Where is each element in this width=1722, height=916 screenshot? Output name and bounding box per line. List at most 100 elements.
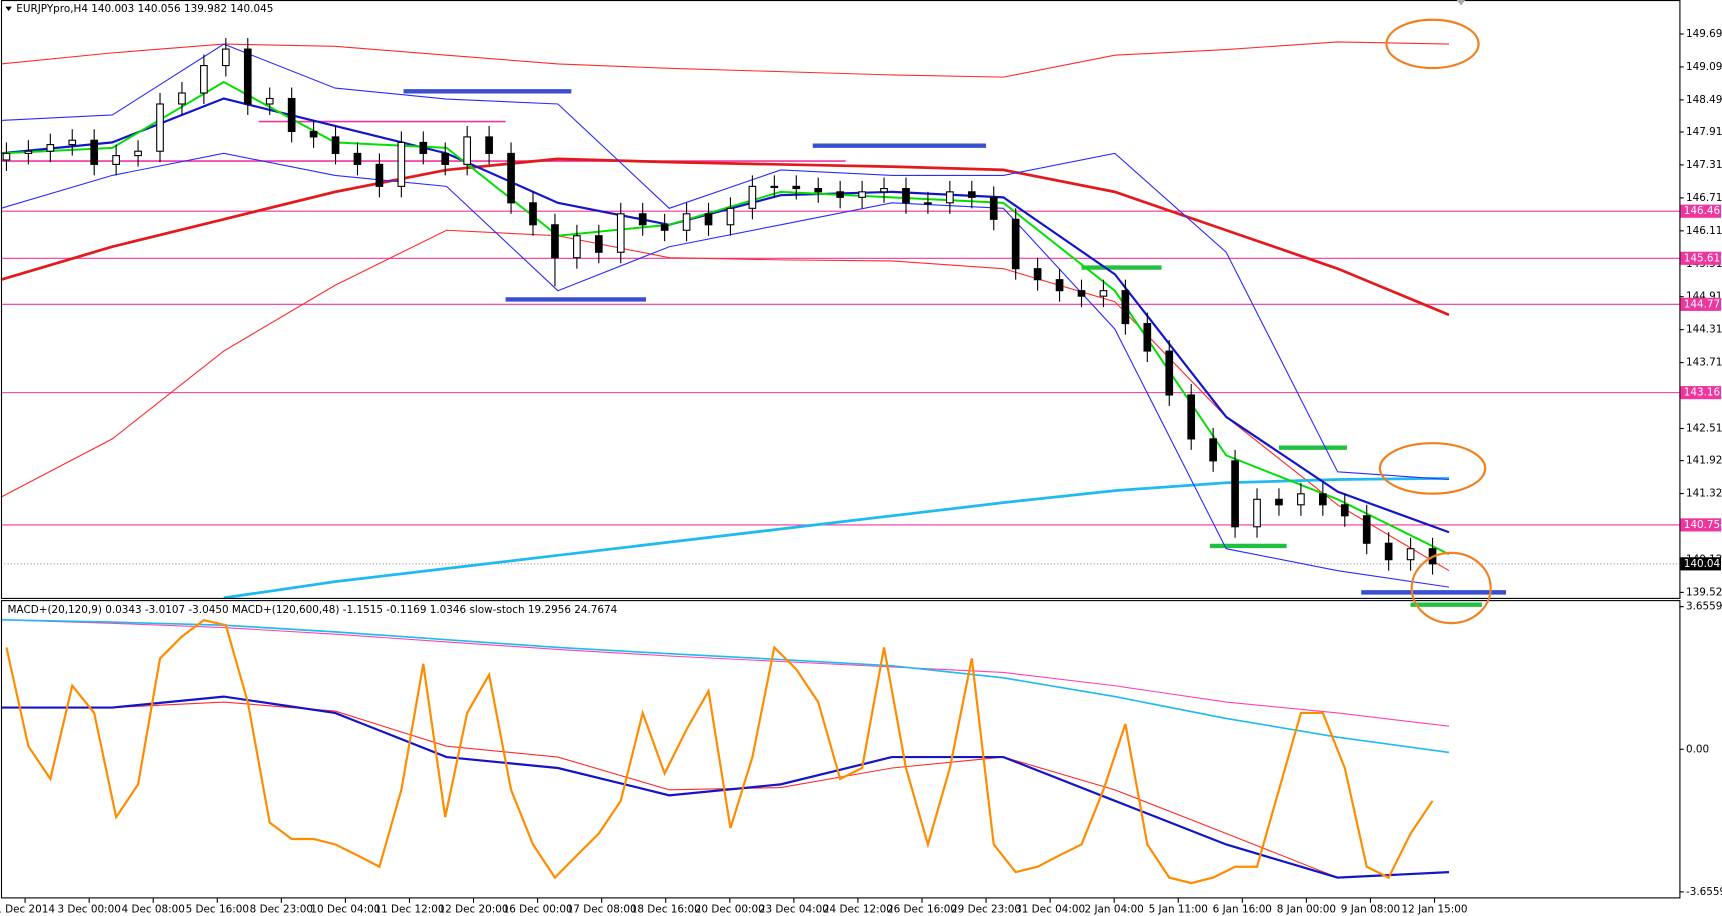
- candle-body: [46, 144, 55, 152]
- candle-body: [858, 191, 866, 198]
- y-tick-label: -3.6559: [1686, 886, 1722, 898]
- level-label: 145.610: [1684, 252, 1722, 264]
- candle-body: [1231, 460, 1239, 528]
- candle-body: [441, 152, 450, 165]
- x-tick-label: 6 Jan 16:00: [1213, 903, 1272, 915]
- y-tick-label: 144.310: [1686, 324, 1722, 336]
- annotation-ellipse: [1385, 18, 1480, 70]
- candle-body: [419, 141, 428, 154]
- candle-body: [309, 130, 318, 138]
- overlay-line: [0, 152, 1450, 588]
- candle-body: [924, 202, 932, 205]
- candle-body: [989, 196, 998, 220]
- candle-body: [836, 191, 844, 198]
- candle-body: [90, 139, 99, 165]
- x-tick-label: 1 Dec 2014: [0, 903, 55, 915]
- candle-body: [1033, 268, 1042, 281]
- x-tick-label: 16 Dec 00:00: [503, 903, 573, 915]
- candle-body: [704, 213, 713, 226]
- level-tag: [1680, 251, 1722, 265]
- candle-body: [397, 141, 406, 187]
- x-tick-label: 12 Jan 15:00: [1402, 903, 1468, 915]
- candle-body: [792, 185, 801, 190]
- candle-body: [375, 163, 384, 187]
- candle-body: [1143, 323, 1152, 352]
- y-tick-label: 142.510: [1686, 422, 1722, 434]
- menu-arrow[interactable]: [5, 6, 12, 11]
- indicator-line: [0, 619, 1450, 727]
- candle-body: [770, 185, 779, 188]
- x-tick-label: 31 Dec 04:00: [1015, 903, 1085, 915]
- candle-body: [638, 213, 647, 226]
- overlay-line: [0, 43, 1450, 481]
- x-tick-label: 12 Dec 20:00: [439, 903, 509, 915]
- indicator-header: MACD+(20,120,9) 0.0343 -3.0107 -3.0450 M…: [8, 604, 618, 616]
- x-tick-label: 11 Dec 12:00: [374, 903, 444, 915]
- candle-body: [353, 152, 362, 165]
- candle-body: [967, 191, 976, 198]
- candle-body: [551, 224, 559, 259]
- shift-marker: [1456, 0, 1466, 6]
- x-tick-label: 10 Dec 04:00: [310, 903, 380, 915]
- candle-body: [726, 207, 735, 226]
- candle-body: [573, 235, 581, 259]
- candle-body: [24, 150, 33, 154]
- candle-body: [221, 48, 230, 67]
- x-tick-label: 9 Jan 08:00: [1341, 903, 1400, 915]
- annotation-ellipse: [1410, 551, 1492, 625]
- y-tick-label: 147.310: [1686, 159, 1722, 171]
- candle-body: [902, 187, 910, 204]
- candle-body: [1011, 218, 1020, 270]
- x-tick-label: 20 Dec 00:00: [695, 903, 765, 915]
- x-tick-label: 24 Dec 12:00: [823, 903, 893, 915]
- candle-body: [485, 136, 493, 154]
- y-tick-label: 143.710: [1686, 357, 1722, 369]
- candle-body: [287, 97, 296, 132]
- candle-body: [682, 213, 691, 231]
- candle-body: [1099, 290, 1108, 297]
- y-tick-label: 139.525: [1686, 586, 1722, 598]
- annotation-ellipse: [1378, 442, 1487, 495]
- candle-body: [1275, 498, 1283, 506]
- candle-body: [1121, 290, 1130, 325]
- candle-body: [1384, 542, 1393, 561]
- candle-body: [1253, 498, 1261, 528]
- y-tick-label: 141.325: [1686, 488, 1722, 500]
- candle-body: [946, 191, 954, 204]
- candle-body: [1297, 493, 1305, 506]
- x-tick-label: 3 Dec 00:00: [57, 903, 120, 915]
- candle-body: [529, 202, 537, 226]
- candle-body: [265, 97, 274, 105]
- candle-body: [1362, 515, 1371, 544]
- candle-body: [156, 103, 164, 152]
- candle-body: [134, 150, 142, 157]
- x-tick-label: 26 Dec 16:00: [887, 903, 957, 915]
- symbol-header: EURJPYpro,H4 140.003 140.056 139.982 140…: [16, 3, 273, 15]
- level-label: 140.754: [1684, 519, 1722, 531]
- overlay-line: [0, 41, 1450, 78]
- y-tick-label: 3.6559: [1686, 601, 1722, 613]
- y-tick-label: 149.095: [1686, 61, 1722, 73]
- level-tag: [1680, 518, 1722, 532]
- candle-body: [660, 224, 669, 231]
- candle-body: [243, 48, 252, 105]
- overlay-line: [223, 477, 1450, 600]
- candle-body: [178, 92, 186, 105]
- current-price-tag: [1680, 557, 1722, 571]
- level-tag: [1680, 297, 1722, 311]
- x-tick-label: 4 Dec 08:00: [122, 903, 185, 915]
- candle-body: [616, 213, 625, 253]
- candle-body: [331, 136, 340, 154]
- level-label: 143.163: [1684, 387, 1722, 399]
- candle-body: [814, 187, 823, 193]
- candle-body: [1077, 290, 1086, 297]
- candle-body: [1165, 350, 1174, 396]
- x-tick-label: 8 Dec 23:00: [250, 903, 313, 915]
- level-tag: [1680, 204, 1722, 218]
- candle-body: [1187, 394, 1196, 440]
- overlay-line: [0, 229, 1450, 572]
- candle-body: [200, 65, 208, 94]
- y-tick-label: 149.695: [1686, 28, 1722, 40]
- candle-body: [1406, 548, 1415, 561]
- x-tick-label: 17 Dec 08:00: [567, 903, 637, 915]
